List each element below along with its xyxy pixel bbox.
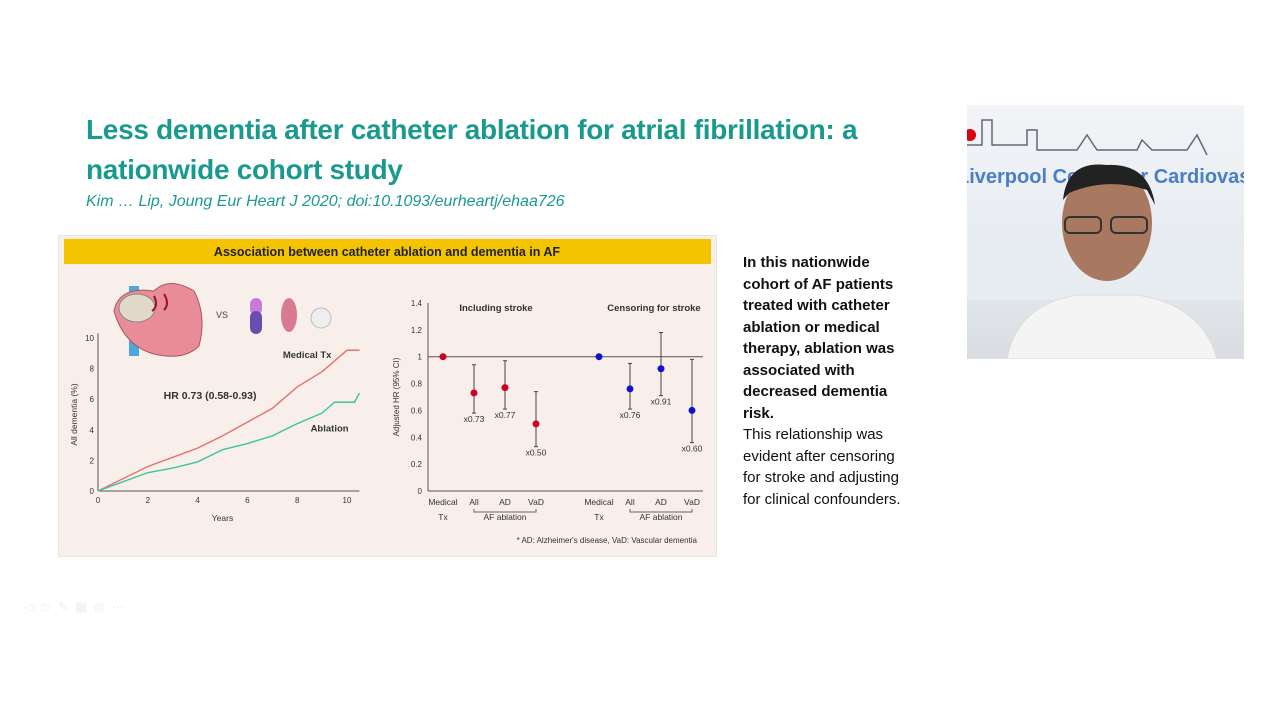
figure-header: Association between catheter ablation an…	[214, 245, 560, 259]
y-tick-label: 4	[90, 426, 95, 435]
km-chart: 0 2 4 6 8 10 0 2 4 6 8 10 Years All dementia (%) Medic…	[69, 333, 361, 523]
x-tick-label: 2	[146, 496, 151, 505]
group-title: Censoring for stroke	[607, 303, 700, 314]
ablation-bracket	[629, 509, 693, 513]
x-tick-label: VaD	[528, 497, 544, 507]
x-tick-label: 8	[295, 496, 300, 505]
hr-point	[470, 389, 478, 397]
hr-value-label: x0.76	[620, 410, 641, 420]
hr-annotation: HR 0.73 (0.58-0.93)	[164, 390, 257, 402]
y-axis-label: Adjusted HR (95% CI)	[392, 357, 401, 436]
y-axis-label: All dementia (%)	[69, 383, 79, 446]
y-tick-label: 2	[90, 456, 95, 465]
x-tick-label: All	[625, 497, 635, 507]
y-tick-label: 1	[418, 353, 423, 362]
figure-panel: Association between catheter ablation an…	[58, 235, 717, 557]
y-tick-label: 1.2	[411, 326, 423, 335]
x-tick-label: All	[469, 497, 479, 507]
y-tick-label: 1.4	[411, 299, 423, 308]
slide-title: Less dementia after catheter ablation fo…	[86, 114, 858, 185]
y-tick-label: 0.2	[411, 460, 423, 469]
x-axis-label: Years	[212, 513, 233, 523]
y-tick-label: 0	[90, 487, 95, 496]
bracket-label: AF ablation	[484, 512, 527, 522]
hr-value-label: x0.60	[682, 444, 703, 454]
hr-point	[439, 353, 447, 361]
pills-icon	[250, 298, 332, 334]
y-tick-label: 0.6	[411, 406, 423, 415]
vs-label: VS	[216, 310, 228, 320]
x-tick-label: 6	[245, 496, 250, 505]
x-tick-label: AD	[499, 497, 511, 507]
slide-heading: Less dementia after catheter ablation fo…	[86, 110, 886, 212]
ablation-bracket	[473, 509, 537, 513]
figure-svg: Association between catheter ablation an…	[64, 239, 711, 545]
x-tick-label-2: Tx	[594, 512, 604, 522]
hr-point	[626, 385, 634, 393]
hr-value-label: x0.73	[464, 414, 485, 424]
legend-medical-tx: Medical Tx	[283, 350, 332, 361]
y-tick-label: 8	[90, 365, 95, 374]
figure-header-bar	[64, 239, 711, 264]
x-tick-label: VaD	[684, 497, 700, 507]
x-tick-label: Medical	[428, 497, 457, 507]
series-line-ablation	[97, 392, 361, 492]
hr-point	[595, 353, 603, 361]
hr-point	[688, 406, 696, 414]
summary-bold: In this nationwide cohort of AF patients…	[743, 254, 895, 422]
legend-ablation: Ablation	[311, 423, 349, 434]
bracket-label: AF ablation	[640, 512, 683, 522]
x-tick-label: Medical	[584, 497, 613, 507]
group-title: Including stroke	[459, 303, 532, 314]
hr-value-label: x0.50	[526, 448, 547, 458]
y-tick-label: 10	[85, 334, 94, 343]
summary-plain: This relationship was evident after cens…	[743, 426, 901, 508]
citation: Kim … Lip, Joung Eur Heart J 2020; doi:1…	[86, 193, 565, 210]
y-tick-label: 0.4	[411, 433, 423, 442]
hr-chart: 0 0.2 0.4 0.6 0.8 1 1.2 1.4 Adjusted HR (95% CI)…	[392, 299, 703, 522]
slide-controls-faint[interactable]: ◁ ▷ ✎ ▦ ◎ ⋯	[25, 600, 126, 614]
y-tick-label: 6	[90, 395, 95, 404]
x-tick-label: 0	[96, 496, 101, 505]
x-tick-label: 4	[195, 496, 200, 505]
webcam-video: Liverpool Centre for Cardiovascular Scie…	[967, 105, 1244, 359]
hr-point	[532, 420, 540, 428]
hr-point	[501, 384, 509, 392]
footnote: * AD: Alzheimer's disease, VaD: Vascular…	[517, 536, 698, 545]
y-tick-label: 0	[418, 487, 423, 496]
heart-illustration	[113, 283, 203, 357]
hr-value-label: x0.77	[495, 410, 516, 420]
hr-point	[657, 365, 665, 373]
webcam-scene: Liverpool Centre for Cardiovascular Scie…	[967, 119, 1244, 359]
summary-text: In this nationwide cohort of AF patients…	[743, 252, 913, 510]
series-line-medical-tx	[97, 349, 360, 492]
hr-value-label: x0.91	[651, 397, 672, 407]
y-tick-label: 0.8	[411, 380, 423, 389]
x-tick-label-2: Tx	[438, 512, 448, 522]
x-tick-label: AD	[655, 497, 667, 507]
x-tick-label: 10	[343, 496, 352, 505]
